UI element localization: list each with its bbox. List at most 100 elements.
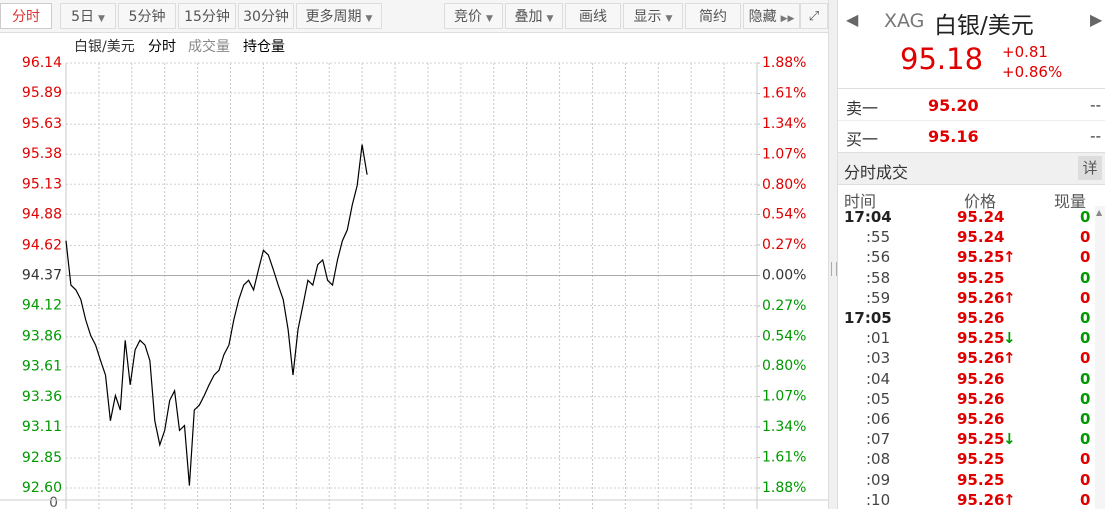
tick-price: 95.26 [957, 309, 1005, 327]
tick-volume: 0 [1080, 450, 1091, 469]
tick-volume: 0 [1080, 369, 1091, 388]
detail-button[interactable]: 详 [1078, 156, 1102, 180]
btn-simple[interactable]: 简约 [685, 3, 741, 29]
tick-price: 95.24 [957, 208, 1005, 226]
tick-price: 95.25 [957, 450, 1005, 469]
tick-price: 95.26 [957, 490, 1005, 509]
splitter[interactable] [828, 0, 838, 509]
btn-draw[interactable]: 画线 [565, 3, 621, 29]
y2-tick-label: 0.00% [762, 268, 806, 284]
tick-arrow: ↑ [1003, 288, 1016, 307]
y-tick-label: 93.61 [22, 359, 62, 375]
y-tick-label: 94.12 [22, 298, 62, 314]
buy-price: 95.16 [928, 127, 979, 146]
legend-mode: 分时 [148, 39, 176, 55]
tick-volume: 0 [1080, 410, 1091, 428]
col-price: 价格 [964, 192, 997, 211]
y2-tick-label: 1.34% [762, 419, 806, 435]
tick-price: 95.26 [957, 410, 1005, 428]
col-volume: 现量 [1054, 192, 1087, 211]
y2-tick-label: 1.61% [762, 449, 806, 465]
tick-volume: 0 [1080, 268, 1091, 287]
tab-5min[interactable]: 5分钟 [118, 3, 176, 29]
tab-15min[interactable]: 15分钟 [178, 3, 236, 29]
ticks-header: 分时成交 详 [838, 152, 1105, 185]
y2-tick-label: 1.88% [762, 55, 806, 71]
toolbar: 分时 5日 ▼ 5分钟 15分钟 30分钟 更多周期 ▼ 竞价 ▼ 叠加 ▼ 画线 显示… [0, 0, 828, 33]
tick-time: :05 [866, 389, 891, 408]
y-tick-label: 93.86 [22, 329, 62, 345]
last-price: 95.18 [900, 42, 984, 76]
buy-volume: -- [1090, 127, 1101, 145]
label: 5日 [71, 9, 94, 25]
y-tick-label: 95.13 [22, 176, 62, 192]
tick-time: 17:04 [844, 208, 892, 226]
tab-5day[interactable]: 5日 ▼ [60, 3, 116, 29]
label: 叠加 [514, 9, 543, 25]
tick-volume: 0 [1080, 349, 1091, 368]
change: +0.81 [1002, 43, 1048, 61]
y2-tick-label: 0.80% [762, 177, 806, 193]
btn-overlay[interactable]: 叠加 ▼ [505, 3, 563, 29]
tick-time: :10 [866, 490, 891, 509]
tick-time: :03 [866, 349, 891, 368]
tick-time: :09 [866, 470, 891, 489]
tick-arrow: ↑ [1003, 490, 1016, 509]
y2-tick-label: 0.54% [762, 329, 806, 345]
btn-hide[interactable]: 隐藏 ▶▶ [743, 3, 800, 29]
y-tick-label: 94.88 [22, 206, 62, 222]
tick-arrow: ↓ [1003, 329, 1016, 348]
btn-fullscreen[interactable]: ⤢ [800, 3, 828, 29]
y2-tick-label: 1.88% [762, 480, 806, 496]
y2-tick-label: 0.80% [762, 358, 806, 374]
y-tick-label: 95.38 [22, 146, 62, 162]
y-tick-label: 96.14 [22, 55, 62, 71]
tick-time: :07 [866, 430, 891, 449]
tick-price: 95.26 [957, 349, 1005, 368]
y-tick-label: 93.11 [22, 419, 62, 435]
tab-more[interactable]: 更多周期 ▼ [296, 3, 382, 29]
x-start-label: 0 [49, 495, 58, 509]
label: 显示 [633, 9, 662, 25]
tick-price: 95.24 [957, 228, 1005, 247]
tick-price: 95.26 [957, 369, 1005, 388]
tick-price: 95.25 [957, 329, 1005, 348]
y-tick-label: 94.37 [22, 268, 62, 284]
y2-tick-label: 0.27% [762, 298, 806, 314]
tick-time: 17:05 [844, 309, 892, 327]
divider [838, 88, 1105, 89]
tick-price: 95.26 [957, 389, 1005, 408]
tick-time: :01 [866, 329, 891, 348]
prev-button[interactable]: ◀ [846, 10, 859, 29]
y-tick-label: 93.36 [22, 389, 62, 405]
y-tick-label: 95.89 [22, 85, 62, 101]
btn-auction[interactable]: 竞价 ▼ [444, 3, 503, 29]
y-tick-label: 92.85 [22, 450, 62, 466]
y2-tick-label: 0.27% [762, 237, 806, 253]
chart: 白银/美元 分时 成交量 持仓量 0 96.14 95.89 95.63 95.38 9… [0, 38, 828, 509]
sell-label: 卖一 [846, 99, 879, 118]
scroll-up[interactable]: ▲ [1096, 208, 1103, 217]
y-tick-label: 94.62 [22, 237, 62, 253]
symbol-code: XAG [884, 10, 925, 32]
tab-intraday[interactable]: 分时 [0, 3, 52, 29]
btn-display[interactable]: 显示 ▼ [623, 3, 683, 29]
tick-volume: 0 [1080, 430, 1091, 449]
grip [831, 262, 837, 276]
next-button[interactable]: ▶ [1090, 10, 1103, 29]
y2-tick-label: 0.54% [762, 206, 806, 222]
scrollbar[interactable]: ▲ [1095, 206, 1105, 509]
tick-time: :06 [866, 410, 891, 428]
legend-open-interest: 持仓量 [243, 39, 285, 55]
tick-volume: 0 [1080, 389, 1091, 408]
tick-volume: 0 [1080, 208, 1091, 226]
divider [838, 120, 1105, 121]
tick-volume: 0 [1080, 329, 1091, 348]
sell-volume: -- [1090, 96, 1101, 114]
sell-price: 95.20 [928, 96, 979, 115]
quote-panel: ◀ XAG 白银/美元 ▶ 95.18 +0.81 +0.86% 卖一 95.2… [838, 0, 1105, 509]
tick-arrow: ↑ [1003, 349, 1016, 368]
tab-30min[interactable]: 30分钟 [238, 3, 294, 29]
y-tick-label: 92.60 [22, 480, 62, 496]
